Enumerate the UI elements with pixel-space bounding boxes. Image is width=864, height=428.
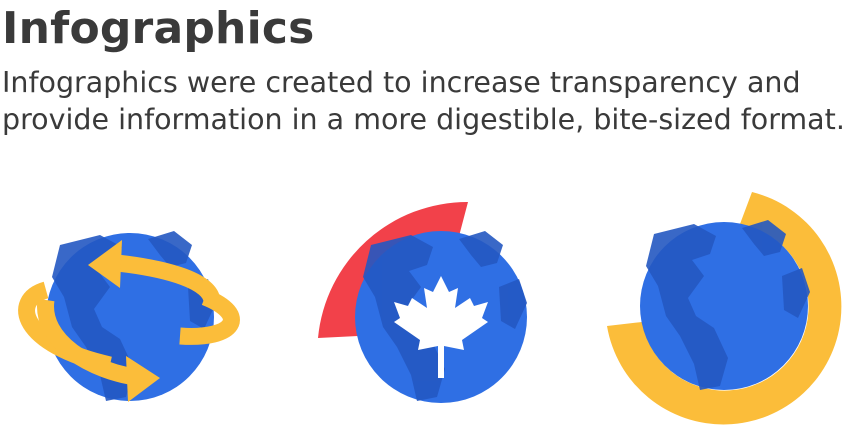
globe-with-maple-leaf-icon — [318, 201, 527, 403]
globe-with-ring-icon — [607, 192, 842, 425]
globe-with-arrows-icon — [18, 231, 240, 402]
page-title: Infographics — [2, 3, 315, 54]
illustrations — [18, 192, 842, 425]
page-description: Infographics were created to increase tr… — [2, 66, 845, 136]
